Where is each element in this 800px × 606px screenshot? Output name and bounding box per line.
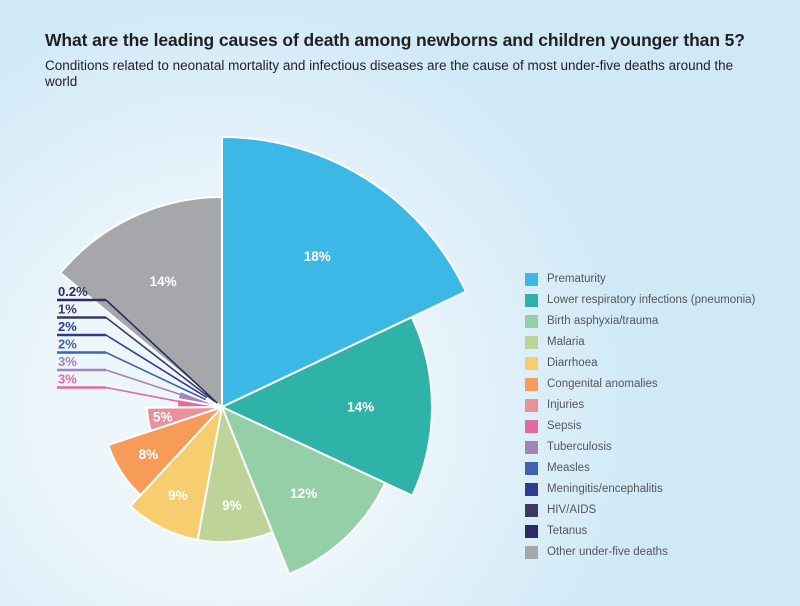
leader-line-tuberculosis [105, 369, 198, 401]
legend-label: Measles [547, 462, 590, 474]
leader-line-sepsis [105, 386, 197, 406]
slice-percent-label: 8% [139, 447, 159, 462]
legend-item: Meningitis/encephalitis [525, 479, 755, 500]
small-slice-percent-label: 3% [58, 354, 77, 369]
slice-percent-label: 9% [222, 498, 242, 513]
legend-swatch [525, 336, 538, 349]
legend-swatch [525, 504, 538, 517]
legend-item: Congenital anomalies [525, 374, 755, 395]
leader-line-tetanus [105, 299, 218, 404]
chart-title: What are the leading causes of death amo… [45, 30, 745, 50]
legend-item: Other under-five deaths [525, 542, 755, 563]
legend-swatch [525, 273, 538, 286]
legend-swatch [525, 483, 538, 496]
pie-slice-other-under-five-deaths [59, 196, 223, 408]
leader-line-meningitis-encephalitis [105, 334, 208, 399]
legend-swatch [525, 420, 538, 433]
legend-label: Birth asphyxia/trauma [547, 315, 659, 327]
legend-label: Prematurity [547, 273, 606, 285]
legend-label: Injuries [547, 399, 585, 411]
chart-subtitle: Conditions related to neonatal mortality… [45, 58, 734, 89]
legend-swatch [525, 315, 538, 328]
pie-slice-lower-respiratory-infections-pneumonia [221, 316, 434, 497]
legend-label: Congenital anomalies [547, 378, 658, 390]
legend-swatch [525, 546, 538, 559]
legend-label: Tetanus [547, 525, 588, 537]
slice-percent-label: 9% [168, 488, 188, 503]
slice-percent-label: 14% [150, 274, 177, 289]
small-slice-percent-label: 2% [58, 319, 77, 334]
leader-line-measles [105, 351, 206, 401]
legend-swatch [525, 378, 538, 391]
chart-header: What are the leading causes of death amo… [45, 30, 761, 89]
legend-label: Diarrhoea [547, 357, 598, 369]
small-slice-percent-label: 0.2% [58, 284, 88, 299]
legend-label: Tuberculosis [547, 441, 612, 453]
legend-item: Birth asphyxia/trauma [525, 311, 755, 332]
legend-item: Tuberculosis [525, 437, 755, 458]
legend-swatch [525, 357, 538, 370]
legend-label: Other under-five deaths [547, 546, 668, 558]
legend-label: Lower respiratory infections (pneumonia) [547, 294, 756, 306]
small-slice-percent-label: 3% [58, 372, 77, 387]
pie-slice-prematurity [221, 136, 467, 408]
legend-item: Diarrhoea [525, 353, 755, 374]
slice-percent-label: 5% [153, 410, 173, 425]
legend-item: Lower respiratory infections (pneumonia) [525, 290, 755, 311]
legend-label: Meningitis/encephalitis [547, 483, 663, 495]
small-slice-percent-label: 2% [58, 337, 77, 352]
legend-item: HIV/AIDS [525, 500, 755, 521]
legend-item: Prematurity [525, 269, 755, 290]
slice-percent-label: 18% [304, 249, 331, 264]
legend-item: Tetanus [525, 521, 755, 542]
pie-slice-injuries [146, 406, 223, 432]
legend-item: Measles [525, 458, 755, 479]
legend-swatch [525, 525, 538, 538]
legend-item: Injuries [525, 395, 755, 416]
legend-label: Malaria [547, 336, 585, 348]
legend-swatch [525, 441, 538, 454]
small-slice-percent-label: 1% [58, 302, 77, 317]
leader-line-hiv-aids [105, 316, 216, 403]
slice-percent-label: 12% [290, 486, 317, 501]
legend-swatch [525, 399, 538, 412]
legend-swatch [525, 294, 538, 307]
legend-label: Sepsis [547, 420, 582, 432]
pie-slice-diarrhoea [129, 406, 223, 541]
legend-swatch [525, 462, 538, 475]
slice-percent-label: 14% [347, 399, 374, 414]
legend-item: Sepsis [525, 416, 755, 437]
legend-label: HIV/AIDS [547, 504, 597, 516]
pie-slice-congenital-anomalies [107, 406, 223, 497]
legend-item: Malaria [525, 332, 755, 353]
chart-legend: Prematurity Lower respiratory infections… [525, 269, 755, 563]
pie-slice-birth-asphyxia-trauma [221, 406, 387, 575]
